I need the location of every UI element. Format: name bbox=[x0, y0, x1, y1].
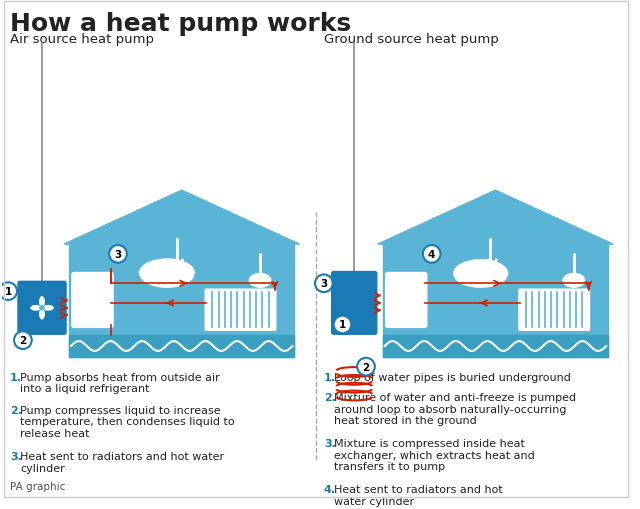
Text: Heat sent to radiators and hot water
cylinder: Heat sent to radiators and hot water cyl… bbox=[20, 451, 224, 472]
Text: PA graphic: PA graphic bbox=[10, 481, 65, 491]
FancyBboxPatch shape bbox=[332, 272, 377, 334]
Text: 4: 4 bbox=[428, 249, 435, 260]
Text: Pump compresses liquid to increase
temperature, then condenses liquid to
release: Pump compresses liquid to increase tempe… bbox=[20, 405, 235, 438]
Ellipse shape bbox=[31, 306, 41, 310]
Text: 3: 3 bbox=[320, 279, 328, 289]
Text: 2.: 2. bbox=[10, 405, 22, 415]
Text: Mixture is compressed inside heat
exchanger, which extracts heat and
transfers i: Mixture is compressed inside heat exchan… bbox=[333, 438, 534, 471]
Text: 3: 3 bbox=[115, 249, 122, 260]
Bar bbox=[69, 245, 294, 357]
Ellipse shape bbox=[250, 274, 271, 288]
Text: 3.: 3. bbox=[10, 451, 22, 461]
Bar bbox=[383, 245, 608, 357]
Ellipse shape bbox=[44, 306, 53, 310]
Text: 2.: 2. bbox=[324, 392, 336, 402]
Circle shape bbox=[0, 283, 17, 300]
Circle shape bbox=[423, 245, 440, 263]
Text: Mixture of water and anti-freeze is pumped
around loop to absorb naturally-occur: Mixture of water and anti-freeze is pump… bbox=[333, 392, 576, 426]
Text: Air source heat pump: Air source heat pump bbox=[10, 33, 154, 46]
Circle shape bbox=[357, 358, 375, 376]
Circle shape bbox=[40, 306, 44, 310]
Text: 2: 2 bbox=[362, 362, 370, 372]
Text: How a heat pump works: How a heat pump works bbox=[10, 12, 351, 36]
Ellipse shape bbox=[454, 260, 508, 288]
FancyBboxPatch shape bbox=[18, 282, 66, 334]
FancyBboxPatch shape bbox=[386, 273, 427, 328]
Text: 1.: 1. bbox=[324, 372, 336, 382]
Text: Heat sent to radiators and hot
water cylinder: Heat sent to radiators and hot water cyl… bbox=[333, 484, 502, 506]
Text: Pump absorbs heat from outside air
into a liquid refrigerant: Pump absorbs heat from outside air into … bbox=[20, 372, 220, 393]
Text: 3.: 3. bbox=[324, 438, 336, 448]
Ellipse shape bbox=[40, 309, 44, 319]
Bar bbox=[383, 335, 608, 357]
Ellipse shape bbox=[140, 260, 194, 288]
Circle shape bbox=[109, 245, 127, 263]
Bar bbox=[69, 335, 294, 357]
FancyBboxPatch shape bbox=[72, 273, 113, 328]
Ellipse shape bbox=[40, 297, 44, 307]
Circle shape bbox=[315, 275, 333, 293]
Ellipse shape bbox=[563, 274, 584, 288]
Circle shape bbox=[333, 316, 351, 333]
Text: 1.: 1. bbox=[10, 372, 22, 382]
FancyBboxPatch shape bbox=[205, 290, 276, 331]
Text: Ground source heat pump: Ground source heat pump bbox=[324, 33, 499, 46]
FancyBboxPatch shape bbox=[519, 290, 589, 331]
Polygon shape bbox=[64, 191, 300, 245]
Circle shape bbox=[14, 332, 32, 349]
Text: 2: 2 bbox=[19, 335, 26, 346]
Text: 1: 1 bbox=[339, 320, 346, 330]
Text: Loop of water pipes is buried underground: Loop of water pipes is buried undergroun… bbox=[333, 372, 570, 382]
Text: 4.: 4. bbox=[324, 484, 336, 494]
Polygon shape bbox=[378, 191, 613, 245]
Text: 1: 1 bbox=[4, 287, 12, 297]
